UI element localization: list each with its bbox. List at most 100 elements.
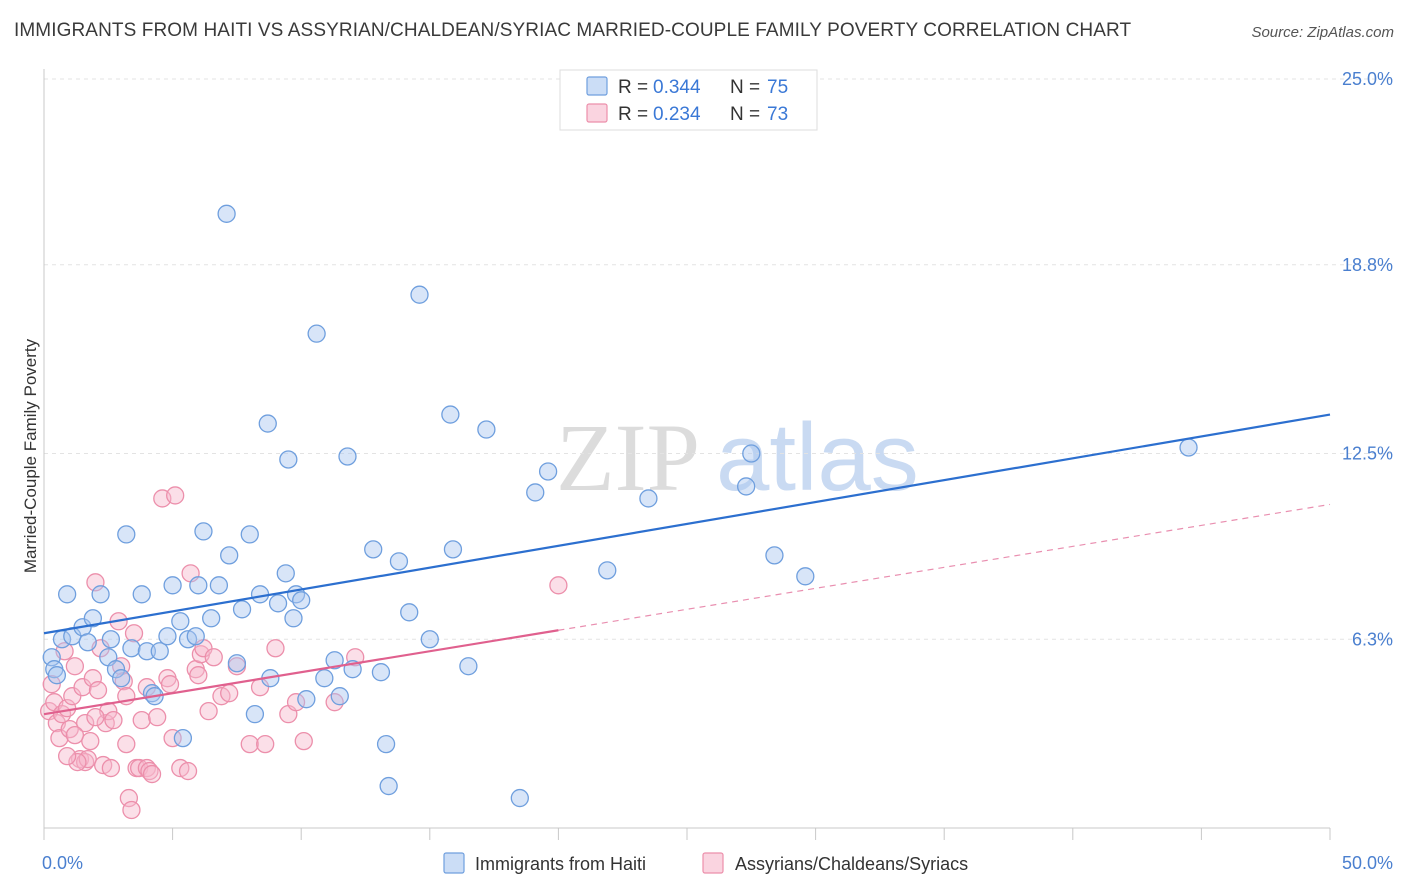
assyrian-point-49	[199, 702, 218, 721]
assyrian-point-40	[160, 675, 180, 694]
haiti-point-56	[379, 776, 398, 796]
trend-line-assyrian-dashed	[558, 503, 1331, 631]
haiti-point-35	[240, 525, 259, 544]
x-tick-label-1: 50.0%	[1342, 853, 1393, 873]
haiti-point-67	[538, 462, 558, 481]
assyrian-point-59	[286, 693, 306, 712]
assyrian-point-63	[549, 576, 568, 595]
assyrian-point-56	[256, 734, 275, 754]
assyrian-point-66	[101, 758, 121, 778]
assyrian-point-33	[132, 710, 151, 730]
assyrian-point-50	[204, 648, 223, 667]
source-label: Source: ZipAtlas.com	[1251, 24, 1394, 41]
haiti-point-16	[132, 585, 151, 604]
haiti-point-73	[796, 567, 815, 586]
haiti-point-66	[526, 483, 545, 502]
haiti-point-72	[765, 546, 784, 565]
assyrian-point-43	[178, 761, 198, 781]
haiti-point-8	[83, 609, 103, 628]
assyrian-point-41	[166, 486, 185, 505]
assyrian-point-16	[83, 669, 103, 688]
x-tick-labels: 0.0% 50.0%	[42, 853, 1393, 873]
haiti-point-36	[245, 705, 265, 724]
haiti-point-59	[410, 285, 429, 304]
haiti-point-13	[112, 669, 131, 688]
grid-lines	[44, 78, 1392, 640]
haiti-point-49	[325, 651, 344, 670]
assyrian-point-54	[240, 734, 259, 754]
haiti-point-48	[315, 669, 334, 688]
haiti-point-57	[389, 552, 409, 571]
bottom-legend-label-haiti: Immigrants from Haiti	[475, 854, 646, 874]
bottom-legend-swatch-haiti	[443, 852, 465, 874]
haiti-point-45	[292, 591, 311, 610]
chart-title: IMMIGRANTS FROM HAITI VS ASSYRIAN/CHALDE…	[14, 20, 1132, 41]
haiti-point-32	[220, 546, 239, 565]
assyrian-point-64	[68, 752, 87, 772]
legend-r-value-haiti: 0.344	[653, 77, 701, 98]
assyrian-point-17	[86, 573, 105, 592]
haiti-point-24	[173, 728, 193, 748]
haiti-point-58	[400, 603, 419, 622]
haiti-point-9	[91, 585, 110, 604]
haiti-point-23	[171, 612, 190, 631]
haiti-point-17	[137, 642, 157, 661]
y-tick-label-0: 6.3%	[1352, 629, 1393, 649]
haiti-point-43	[284, 609, 303, 628]
assyrian-point-30	[124, 624, 144, 643]
y-tick-label-2: 18.8%	[1342, 255, 1393, 275]
haiti-point-61	[441, 405, 460, 424]
legend-r-value-assyrian: 0.234	[653, 104, 701, 125]
assyrian-point-69	[163, 728, 182, 748]
haiti-point-12	[106, 660, 126, 679]
assyrian-point-71	[65, 725, 85, 745]
trend-lines	[43, 413, 1331, 716]
assyrian-point-46	[189, 666, 208, 685]
assyrian-point-23	[104, 710, 123, 730]
y-tick-label-3: 25.0%	[1342, 69, 1393, 89]
haiti-point-33	[227, 654, 247, 673]
haiti-point-38	[258, 414, 277, 433]
assyrian-point-35	[140, 761, 159, 781]
haiti-point-11	[101, 630, 121, 649]
haiti-point-69	[639, 489, 658, 508]
haiti-point-74	[1179, 438, 1198, 457]
haiti-point-15	[122, 639, 141, 658]
assyrian-point-70	[57, 746, 77, 766]
watermark: ZIP atlas	[556, 404, 919, 511]
legend-r-label-haiti: R =	[618, 77, 648, 98]
haiti-point-64	[477, 420, 496, 439]
legend-swatch-assyrian	[586, 103, 608, 123]
assyrian-point-72	[86, 707, 105, 727]
trend-line-haiti	[43, 413, 1331, 635]
bottom-legend-label-assyrian: Assyrians/Chaldeans/Syriacs	[735, 854, 968, 874]
bottom-legend-swatch-assyrian	[702, 852, 724, 874]
haiti-point-28	[194, 522, 213, 541]
haiti-point-40	[268, 594, 288, 613]
haiti-point-29	[202, 609, 221, 628]
y-tick-labels: 6.3% 12.5% 18.8% 25.0%	[1342, 69, 1393, 649]
legend-n-value-haiti: 75	[767, 77, 788, 98]
legend-r-label-assyrian: R =	[618, 104, 648, 125]
legend-n-label-haiti: N =	[730, 77, 760, 98]
x-tick-label-0: 0.0%	[42, 853, 83, 873]
haiti-point-2	[47, 666, 67, 685]
haiti-point-68	[598, 561, 617, 580]
assyrian-point-18	[88, 681, 108, 700]
legend-n-value-assyrian: 73	[767, 104, 788, 125]
haiti-point-27	[189, 576, 208, 595]
watermark-atlas: atlas	[716, 404, 919, 511]
assyrian-point-36	[142, 764, 162, 784]
y-tick-label-1: 12.5%	[1342, 444, 1393, 464]
assyrian-point-13	[76, 752, 95, 772]
haiti-point-53	[364, 540, 383, 559]
haiti-point-55	[376, 734, 396, 754]
haiti-point-71	[742, 444, 761, 463]
haiti-point-21	[158, 627, 177, 646]
haiti-point-50	[330, 687, 349, 706]
haiti-point-41	[276, 564, 295, 583]
legend-n-label-assyrian: N =	[730, 104, 760, 125]
assyrian-point-14	[78, 749, 97, 769]
assyrian-point-57	[266, 639, 285, 658]
